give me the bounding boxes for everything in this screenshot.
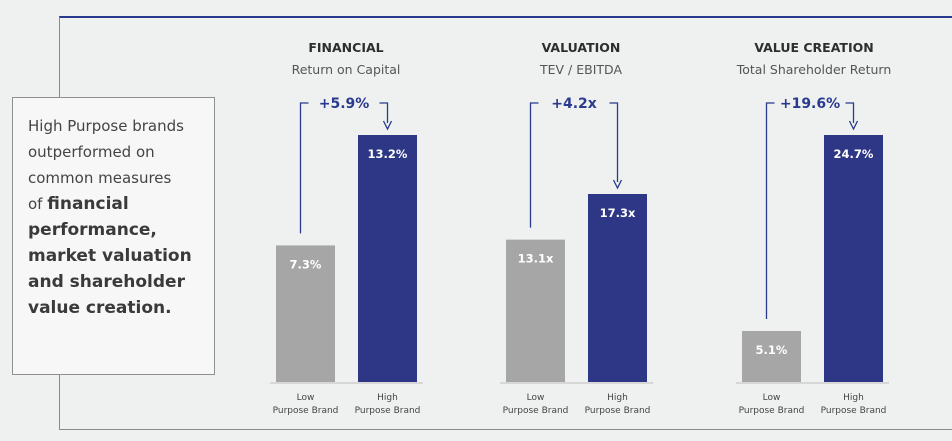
connector-line xyxy=(765,102,775,319)
delta-label: +4.2x xyxy=(551,96,597,112)
callout-line: of financial xyxy=(28,191,200,217)
category-label: Purpose Brand xyxy=(503,406,569,416)
arrow-head-icon xyxy=(612,179,623,190)
bar-value-label: 13.1x xyxy=(518,252,554,266)
bar-value-label: 17.3x xyxy=(600,206,636,220)
category-label: High xyxy=(377,393,398,403)
chart-title: VALUATION xyxy=(542,40,621,55)
callout-line: market valuation xyxy=(28,243,200,269)
arrow-head-icon xyxy=(382,120,393,131)
connector-line xyxy=(529,102,539,228)
category-label: High xyxy=(607,393,628,403)
chart-subtitle: TEV / EBITDA xyxy=(539,62,622,77)
callout-emphasis: performance, xyxy=(28,220,157,240)
bar-value-label: 24.7% xyxy=(834,147,874,161)
category-label: High xyxy=(843,393,864,403)
chart-title: VALUE CREATION xyxy=(754,40,873,55)
bar xyxy=(358,135,417,382)
bar xyxy=(276,245,335,382)
delta-label: +5.9% xyxy=(319,96,370,112)
connector-line xyxy=(609,102,619,182)
category-label: Low xyxy=(527,393,545,403)
callout-text: of xyxy=(28,195,48,213)
category-label: Low xyxy=(297,393,315,403)
callout-line: performance, xyxy=(28,217,200,243)
chart-title: FINANCIAL xyxy=(308,40,383,55)
callout-line: value creation. xyxy=(28,295,200,321)
category-label: Purpose Brand xyxy=(273,406,339,416)
callout-emphasis: financial xyxy=(47,194,129,214)
callout-line: High Purpose brands xyxy=(28,117,184,135)
bar-value-label: 7.3% xyxy=(290,257,322,271)
connector-line xyxy=(845,102,855,123)
bar-value-label: 5.1% xyxy=(756,343,788,357)
bar-value-label: 13.2% xyxy=(368,147,408,161)
connector-line xyxy=(379,102,389,123)
bar xyxy=(824,135,883,382)
callout-emphasis: market valuation xyxy=(28,246,192,266)
bar xyxy=(742,331,801,382)
callout-line: and shareholder xyxy=(28,269,200,295)
category-label: Purpose Brand xyxy=(739,406,805,416)
delta-label: +19.6% xyxy=(780,96,840,112)
arrow-head-icon xyxy=(848,120,859,131)
category-label: Low xyxy=(763,393,781,403)
chart-subtitle: Return on Capital xyxy=(292,62,401,77)
category-label: Purpose Brand xyxy=(355,406,421,416)
callout-emphasis: and shareholder xyxy=(28,272,185,292)
chart-subtitle: Total Shareholder Return xyxy=(736,62,892,77)
category-label: Purpose Brand xyxy=(821,406,887,416)
category-label: Purpose Brand xyxy=(585,406,651,416)
bar xyxy=(588,194,647,382)
summary-callout: High Purpose brands outperformed on comm… xyxy=(12,97,215,375)
callout-emphasis: value creation. xyxy=(28,298,172,318)
bar xyxy=(506,239,565,382)
connector-line xyxy=(299,102,309,234)
callout-line: common measures xyxy=(28,169,172,187)
callout-line: outperformed on xyxy=(28,143,155,161)
